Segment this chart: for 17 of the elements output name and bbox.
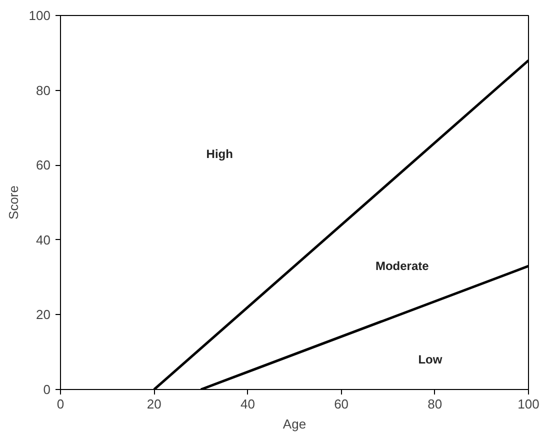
annotation: High <box>206 146 233 161</box>
y-tick-label: 80 <box>36 82 51 98</box>
y-axis-title: Score <box>6 186 21 220</box>
y-tick-label: 20 <box>36 307 51 322</box>
x-tick-label: 100 <box>518 396 540 412</box>
x-tick-label: 40 <box>240 396 255 412</box>
annotation: Low <box>418 352 443 367</box>
y-tick-label: 40 <box>36 232 51 248</box>
annotation: Moderate <box>375 259 430 274</box>
y-tick-label: 60 <box>36 158 51 173</box>
x-tick-label: 20 <box>146 396 162 412</box>
y-tick-label: 0 <box>43 382 51 397</box>
x-tick-label: 60 <box>334 396 349 412</box>
x-axis-title: Age <box>282 416 306 432</box>
x-tick-label: 80 <box>428 396 442 412</box>
x-tick-label: 0 <box>56 396 64 412</box>
y-tick-label: 100 <box>28 8 51 23</box>
